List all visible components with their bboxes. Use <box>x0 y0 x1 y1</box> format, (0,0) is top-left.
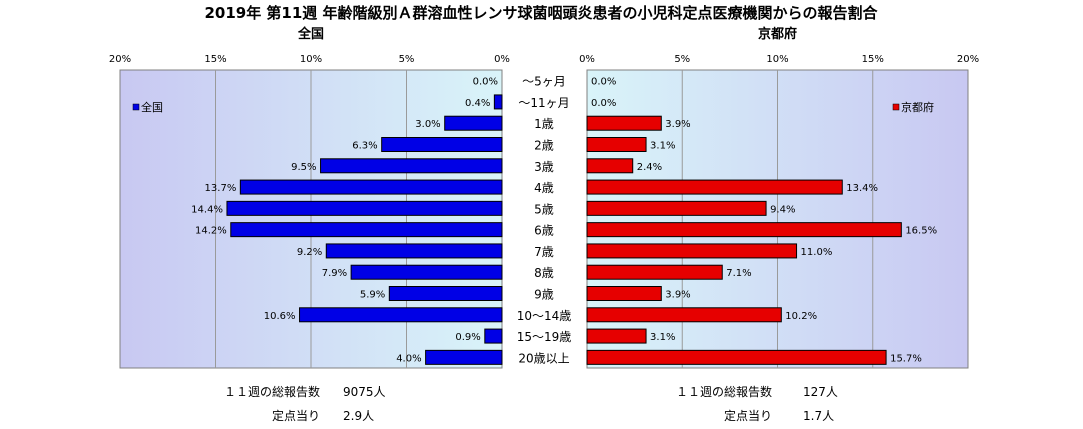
left-bar-value-label: 14.2% <box>195 226 227 237</box>
left-bar-value-label: 0.4% <box>465 98 490 109</box>
left-bar-value-label: 5.9% <box>360 290 385 301</box>
left-x-tick-label: 20% <box>109 54 131 65</box>
left-bar-value-label: 10.6% <box>264 311 296 322</box>
left-bar <box>381 137 503 152</box>
right-bar-value-label: 16.5% <box>905 226 937 237</box>
right-x-tick-label: 20% <box>957 54 979 65</box>
right-bar-value-label: 3.1% <box>650 332 675 343</box>
age-category-label: 6歳 <box>534 224 554 238</box>
left-footer-label: １１週の総報告数 <box>224 384 320 399</box>
left-bar-value-label: 14.4% <box>191 204 223 215</box>
left-bar <box>299 307 503 323</box>
left-bar-value-label: 3.0% <box>415 119 440 130</box>
right-x-tick-label: 15% <box>862 54 884 65</box>
left-panel-title: 全国 <box>297 26 324 42</box>
age-category-label: 8歳 <box>534 266 554 280</box>
right-bar <box>586 349 887 365</box>
left-legend-swatch <box>132 103 140 111</box>
right-panel-title: 京都府 <box>758 26 797 42</box>
left-footer-label: 定点当り <box>272 408 320 423</box>
right-bar-value-label: 7.1% <box>726 268 751 279</box>
chart-layer: 全国 0% 5% 10% 15% 20% 0.0% 0.4% 3.0% 6.3% 9.5% 13.7%… <box>109 26 979 423</box>
left-x-tick-label: 5% <box>399 54 415 65</box>
age-category-label: 9歳 <box>534 288 554 302</box>
left-bar-value-label: 0.0% <box>473 77 498 88</box>
left-x-tick-label: 15% <box>204 54 226 65</box>
right-footer-value: 1.7人 <box>803 409 834 423</box>
age-category-label: 5歳 <box>534 202 554 216</box>
right-bar <box>586 158 634 174</box>
right-bar <box>586 222 902 238</box>
left-bar <box>388 286 503 301</box>
age-category-label: 4歳 <box>534 181 554 195</box>
right-footer-label: 定点当り <box>724 408 772 423</box>
left-bar <box>350 264 503 280</box>
right-bar-value-label: 10.2% <box>785 311 817 322</box>
left-bar <box>230 222 503 238</box>
left-bar-value-label: 0.9% <box>455 332 480 343</box>
left-bar <box>444 115 503 131</box>
right-bar-value-label: 15.7% <box>890 353 922 364</box>
right-bar-value-label: 13.4% <box>846 183 878 194</box>
left-bar-value-label: 9.5% <box>291 162 316 173</box>
right-bar <box>586 286 662 301</box>
left-footer-value: 9075人 <box>343 385 386 399</box>
right-x-tick-label: 0% <box>579 54 595 65</box>
right-x-tick-label: 10% <box>766 54 788 65</box>
left-bar-value-label: 13.7% <box>205 183 237 194</box>
left-bar-value-label: 9.2% <box>297 247 322 258</box>
right-bar <box>586 200 767 216</box>
right-legend-swatch <box>892 103 900 111</box>
right-legend-label: 京都府 <box>901 100 934 114</box>
right-bar-value-label: 0.0% <box>591 98 616 109</box>
right-bar <box>586 243 798 259</box>
right-bar-value-label: 11.0% <box>801 247 833 258</box>
age-category-label: 7歳 <box>534 245 554 259</box>
right-bar-value-label: 0.0% <box>591 77 616 88</box>
left-bar <box>493 94 503 110</box>
right-bar-value-label: 3.9% <box>665 119 690 130</box>
age-category-label: ～11ヶ月 <box>518 96 569 110</box>
right-bar-value-label: 3.9% <box>665 290 690 301</box>
left-bar <box>484 328 503 344</box>
right-bar <box>586 307 782 323</box>
age-category-label: 15～19歳 <box>517 330 572 344</box>
right-bar <box>586 264 723 280</box>
left-x-tick-label: 10% <box>300 54 322 65</box>
left-bar <box>325 243 503 259</box>
left-x-tick-label: 0% <box>494 54 510 65</box>
age-category-label: 10～14歳 <box>517 309 572 323</box>
age-category-label: ～5ヶ月 <box>522 75 566 89</box>
left-bar <box>239 179 503 195</box>
age-category-label: 20歳以上 <box>518 351 569 365</box>
right-bar-value-label: 2.4% <box>637 162 662 173</box>
left-bar <box>226 200 503 216</box>
right-bar <box>586 115 662 131</box>
age-category-label: 3歳 <box>534 160 554 174</box>
right-footer-value: 127人 <box>803 385 838 399</box>
right-bar <box>586 137 647 152</box>
left-bar <box>320 158 503 174</box>
right-bar-value-label: 9.4% <box>770 204 795 215</box>
right-bar-value-label: 3.1% <box>650 141 675 152</box>
left-bar-value-label: 4.0% <box>396 353 421 364</box>
left-bar-value-label: 6.3% <box>352 141 377 152</box>
left-bar <box>425 349 503 365</box>
right-bar <box>586 328 647 344</box>
age-category-label: 2歳 <box>534 139 554 153</box>
left-legend-label: 全国 <box>141 100 163 114</box>
left-bar-value-label: 7.9% <box>322 268 347 279</box>
right-footer-label: １１週の総報告数 <box>676 384 772 399</box>
left-footer-value: 2.9人 <box>343 409 374 423</box>
right-x-tick-label: 5% <box>674 54 690 65</box>
right-bar <box>586 179 843 195</box>
chart-title: 2019年 第11週 年齢階級別Ａ群溶血性レンサ球菌咽頭炎患者の小児科定点医療機… <box>204 4 878 22</box>
age-category-label: 1歳 <box>534 117 554 131</box>
